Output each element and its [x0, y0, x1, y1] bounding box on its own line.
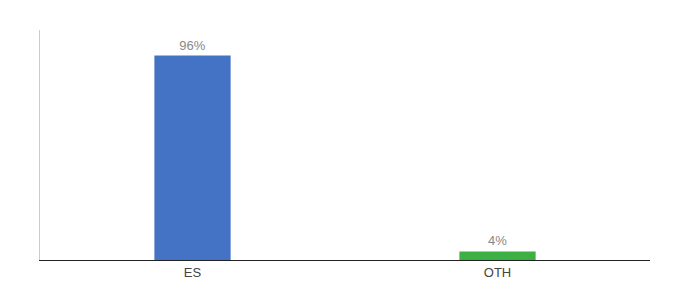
- svg-text:4%: 4%: [488, 233, 507, 248]
- svg-text:OTH: OTH: [484, 265, 511, 280]
- svg-text:96%: 96%: [179, 38, 205, 53]
- svg-text:ES: ES: [184, 265, 202, 280]
